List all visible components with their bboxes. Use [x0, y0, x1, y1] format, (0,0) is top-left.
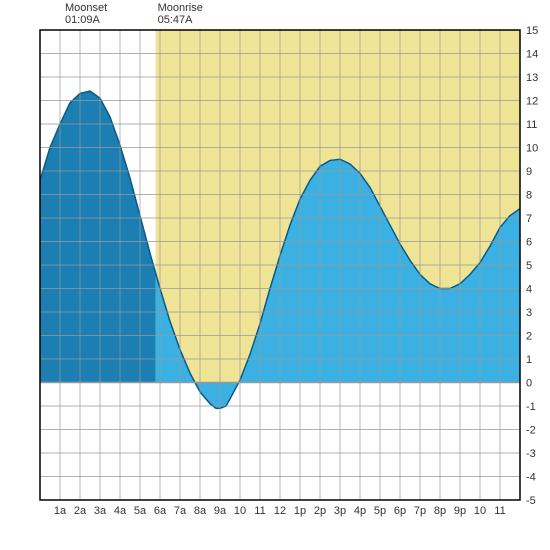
y-tick-label: 2 — [526, 331, 532, 343]
x-tick-label: 5a — [134, 505, 147, 517]
y-tick-label: 0 — [526, 378, 532, 390]
y-tick-label: 14 — [526, 49, 538, 61]
x-tick-label: 7a — [174, 505, 187, 517]
x-tick-label: 9p — [454, 505, 466, 517]
moon-event-time: 01:09A — [65, 14, 107, 26]
x-tick-label: 3a — [94, 505, 107, 517]
moonset-label: Moonset01:09A — [65, 2, 107, 26]
x-tick-label: 9a — [214, 505, 227, 517]
x-tick-label: 6a — [154, 505, 167, 517]
y-tick-label: -4 — [526, 472, 536, 484]
x-tick-label: 7p — [414, 505, 426, 517]
y-tick-label: 7 — [526, 213, 532, 225]
moon-event-title: Moonrise — [158, 2, 203, 14]
y-tick-label: 6 — [526, 237, 532, 249]
y-tick-label: 10 — [526, 143, 538, 155]
y-tick-label: -5 — [526, 495, 536, 507]
y-tick-label: 5 — [526, 260, 532, 272]
y-tick-label: -2 — [526, 425, 536, 437]
y-tick-label: -3 — [526, 448, 536, 460]
x-tick-label: 10 — [474, 505, 486, 517]
x-tick-label: 5p — [374, 505, 386, 517]
x-tick-label: 1p — [294, 505, 306, 517]
y-tick-label: -1 — [526, 401, 536, 413]
x-tick-label: 2p — [314, 505, 326, 517]
x-tick-label: 10 — [234, 505, 246, 517]
moon-event-time: 05:47A — [158, 14, 203, 26]
chart-svg: -5-4-3-2-101234567891011121314151a2a3a4a… — [0, 0, 550, 550]
x-tick-label: 6p — [394, 505, 406, 517]
y-tick-label: 3 — [526, 307, 532, 319]
y-tick-label: 4 — [526, 284, 532, 296]
y-tick-label: 8 — [526, 190, 532, 202]
tide-chart: -5-4-3-2-101234567891011121314151a2a3a4a… — [0, 0, 550, 550]
y-tick-label: 1 — [526, 354, 532, 366]
y-tick-label: 13 — [526, 72, 538, 84]
x-tick-label: 12 — [274, 505, 286, 517]
moon-event-title: Moonset — [65, 2, 107, 14]
x-tick-label: 8a — [194, 505, 207, 517]
x-tick-label: 4a — [114, 505, 127, 517]
x-tick-label: 11 — [254, 505, 265, 517]
moonrise-label: Moonrise05:47A — [158, 2, 203, 26]
y-tick-label: 9 — [526, 166, 532, 178]
x-tick-label: 2a — [74, 505, 87, 517]
x-tick-label: 8p — [434, 505, 446, 517]
y-tick-label: 12 — [526, 96, 538, 108]
x-tick-label: 11 — [494, 505, 505, 517]
y-tick-label: 15 — [526, 25, 538, 37]
x-tick-label: 4p — [354, 505, 366, 517]
x-tick-label: 3p — [334, 505, 346, 517]
x-tick-label: 1a — [54, 505, 67, 517]
y-tick-label: 11 — [526, 119, 537, 131]
